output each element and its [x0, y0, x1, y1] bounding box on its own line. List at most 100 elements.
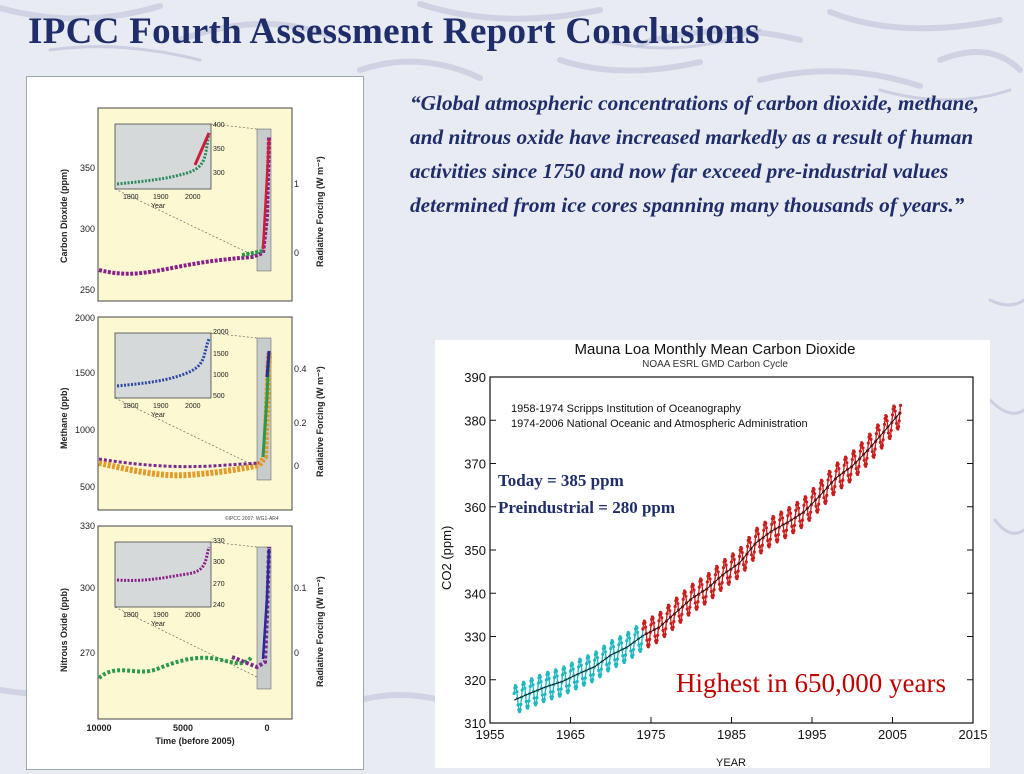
data-point	[530, 678, 534, 682]
data-point	[639, 647, 643, 651]
data-point	[802, 503, 806, 507]
svg-text:1800: 1800	[123, 403, 139, 410]
svg-text:1500: 1500	[213, 351, 229, 358]
data-point	[689, 590, 693, 594]
data-point	[844, 456, 848, 460]
n2o-ytick: 270	[80, 648, 95, 658]
data-point	[685, 607, 689, 611]
data-point	[574, 685, 579, 689]
svg-text:270: 270	[213, 581, 225, 588]
data-point	[697, 585, 701, 589]
data-point	[615, 662, 619, 666]
co2-ylabel: Carbon Dioxide (ppm)	[59, 169, 69, 263]
data-point	[681, 597, 685, 601]
data-point	[838, 479, 842, 484]
svg-text:Year: Year	[151, 621, 166, 628]
co2-y2tick: 0	[294, 248, 299, 258]
data-point	[716, 570, 720, 574]
data-point	[703, 600, 707, 604]
data-point	[526, 704, 530, 708]
data-point	[741, 563, 746, 567]
data-point	[687, 611, 691, 615]
svg-text:1900: 1900	[153, 194, 169, 201]
svg-text:300: 300	[213, 170, 225, 177]
data-point	[893, 409, 897, 413]
y-tick-label: 310	[464, 716, 486, 731]
data-point	[637, 643, 641, 647]
co2-ytick: 300	[80, 224, 95, 234]
data-point	[582, 681, 587, 685]
legend-line-2: 1974-2006 National Oceanic and Atmospher…	[511, 418, 808, 430]
svg-text:2000: 2000	[185, 612, 201, 619]
data-point	[832, 490, 836, 494]
data-point	[555, 674, 559, 678]
data-point	[780, 516, 785, 520]
data-point	[752, 556, 756, 560]
data-point	[776, 538, 780, 542]
data-point	[743, 568, 747, 572]
data-point	[888, 436, 892, 441]
data-point	[782, 529, 786, 533]
svg-text:300: 300	[213, 559, 225, 566]
data-point	[668, 609, 672, 613]
data-point	[768, 537, 773, 541]
data-point	[559, 687, 563, 691]
data-point	[705, 580, 709, 584]
data-point	[514, 685, 518, 689]
n2o-xtick: 0	[264, 723, 269, 733]
data-point	[754, 534, 758, 539]
mauna-loa-chart: Mauna Loa Monthly Mean Carbon Dioxide NO…	[435, 340, 990, 769]
data-point	[727, 580, 732, 584]
data-point	[874, 432, 878, 436]
data-point	[764, 526, 768, 530]
data-point	[876, 424, 881, 428]
x-tick-label: 1955	[476, 727, 505, 742]
svg-text:Year: Year	[151, 203, 166, 210]
data-point	[800, 523, 804, 527]
data-point	[715, 565, 720, 570]
ch4-ytick: 2000	[75, 313, 95, 323]
data-point	[808, 516, 812, 520]
data-point	[830, 487, 834, 491]
data-point	[563, 671, 567, 675]
data-point	[607, 661, 612, 665]
data-point	[711, 593, 715, 597]
data-point	[731, 553, 736, 557]
data-point	[587, 655, 591, 659]
data-point	[607, 667, 611, 671]
data-point	[798, 519, 802, 523]
data-point	[524, 699, 528, 704]
data-point	[894, 421, 899, 426]
x-tick-label: 1975	[637, 727, 666, 742]
data-point	[751, 558, 755, 562]
data-point	[896, 424, 901, 429]
data-point	[562, 666, 567, 670]
data-point	[822, 496, 826, 500]
data-point	[552, 675, 556, 680]
data-point	[527, 699, 531, 703]
data-point	[721, 565, 726, 570]
data-point	[611, 640, 615, 644]
y-tick-label: 360	[464, 500, 486, 515]
data-point	[575, 679, 579, 684]
data-point	[836, 462, 840, 466]
data-point	[619, 636, 623, 640]
data-point	[625, 639, 629, 643]
data-point	[665, 612, 669, 616]
data-point	[897, 419, 901, 423]
data-point	[866, 441, 870, 445]
data-point	[531, 683, 535, 687]
trend-line-1	[642, 411, 901, 637]
data-point	[535, 696, 539, 700]
data-point	[732, 557, 736, 562]
data-point	[523, 686, 527, 690]
data-point	[617, 642, 621, 647]
svg-text:1800: 1800	[123, 612, 139, 619]
highest-label: Highest in 650,000 years	[676, 668, 946, 698]
x-tick-label: 2005	[878, 727, 907, 742]
data-point	[792, 523, 797, 527]
data-point	[748, 536, 752, 540]
data-point	[696, 600, 700, 604]
data-point	[547, 677, 551, 681]
data-point	[885, 419, 889, 423]
